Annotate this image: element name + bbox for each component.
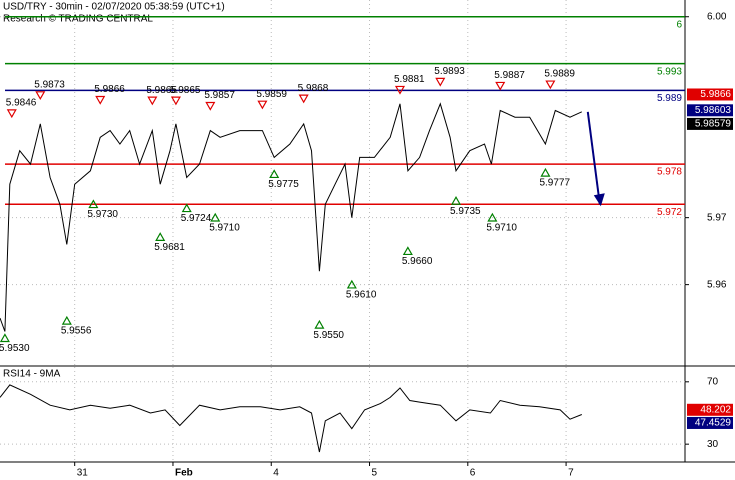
pivot-label: 5.9868 (298, 83, 329, 94)
indicator-title: RSI14 - 9MA (3, 369, 61, 380)
y-tick-label: 30 (707, 439, 719, 450)
pivot-high (394, 85, 406, 95)
pivot-label: 5.9866 (94, 84, 125, 95)
pivot-low (61, 315, 72, 325)
pivot-high (545, 80, 556, 90)
pivot-label: 5.9730 (87, 209, 118, 220)
pivot-label: 5.9893 (434, 66, 465, 77)
price-line (0, 102, 583, 332)
x-tick-label: 7 (568, 468, 574, 479)
y-tick-label: 5.97 (707, 212, 727, 223)
pivot-label: 5.9865 (146, 85, 177, 96)
pivot-high (257, 100, 268, 110)
pivot-low (88, 199, 99, 209)
pivot-label: 5.9889 (544, 69, 575, 80)
pivot-label: 5.9724 (181, 213, 212, 224)
x-tick-label: 5 (372, 468, 378, 479)
pivot-label: 5.9556 (61, 326, 92, 337)
pivot-low (269, 169, 280, 179)
last-value-box (687, 104, 733, 117)
last-value-label: 5.9866 (700, 89, 731, 100)
pivot-label: 5.9550 (313, 330, 344, 341)
pivot-high (6, 109, 17, 119)
level-label: 5.993 (657, 66, 682, 77)
pivot-low (210, 212, 221, 222)
last-value-label: 5.98579 (695, 119, 732, 130)
pivot-label: 5.9775 (268, 179, 299, 190)
y-tick-label: 6.00 (707, 11, 727, 22)
pivot-label: 5.9859 (256, 89, 287, 100)
pivot-high (205, 101, 216, 111)
pivot-high (170, 96, 181, 106)
pivot-label: 5.9660 (402, 256, 433, 267)
pivot-label: 5.9710 (486, 223, 517, 234)
pivot-label: 5.9777 (539, 178, 570, 189)
pivot-low (402, 246, 413, 256)
x-tick-label: Feb (175, 468, 193, 479)
chart-subtitle: Research © TRADING CENTRAL (3, 14, 153, 25)
price-line (0, 384, 582, 453)
pivot-label: 5.9865 (170, 85, 201, 96)
pivot-label: 5.9610 (346, 290, 377, 301)
chart-title: USD/TRY - 30min - 02/07/2020 05:38:59 (U… (3, 2, 225, 13)
pivot-label: 5.9857 (204, 90, 235, 101)
last-value-label: 47.4529 (695, 418, 732, 429)
pivot-label: 5.9846 (6, 98, 37, 109)
last-value-box (687, 117, 733, 130)
pivot-high (298, 94, 309, 104)
pivot-high (95, 95, 106, 105)
x-tick-label: 6 (470, 468, 476, 479)
pivot-label: 5.9735 (450, 206, 481, 217)
last-value-box (687, 403, 733, 416)
pivot-low (155, 232, 166, 241)
pivot-label: 5.9710 (209, 223, 240, 234)
last-value-box (687, 416, 733, 429)
last-value-label: 48.202 (700, 404, 731, 415)
last-value-box (687, 88, 733, 101)
pivot-label: 5.9530 (0, 343, 30, 354)
pivot-high (495, 81, 506, 91)
y-tick-label: 70 (707, 376, 719, 387)
level-label: 5.989 (657, 93, 682, 104)
x-tick-label: 4 (273, 468, 279, 479)
pivot-high (147, 96, 158, 106)
x-tick-label: 31 (77, 468, 89, 479)
pivot-label: 5.9873 (34, 79, 65, 90)
level-label: 5.972 (657, 207, 682, 218)
y-tick-label: 5.96 (707, 279, 727, 290)
pivot-low (540, 167, 551, 177)
pivot-high (35, 91, 46, 101)
pivot-low (181, 203, 192, 213)
pivot-label: 5.9681 (154, 242, 185, 253)
pivot-high (435, 77, 446, 87)
pivot-low (314, 319, 325, 329)
pivot-low (450, 196, 462, 205)
forecast-arrow (586, 111, 601, 205)
last-value-label: 5.98603 (695, 105, 732, 116)
pivot-low (487, 212, 498, 222)
level-label: 5.978 (657, 167, 682, 178)
pivot-label: 5.9881 (394, 74, 425, 85)
pivot-label: 5.9887 (494, 70, 525, 81)
pivot-low (0, 333, 10, 343)
level-label: 6 (676, 19, 682, 30)
forecast-arrowhead (593, 193, 605, 207)
pivot-low (346, 279, 357, 289)
